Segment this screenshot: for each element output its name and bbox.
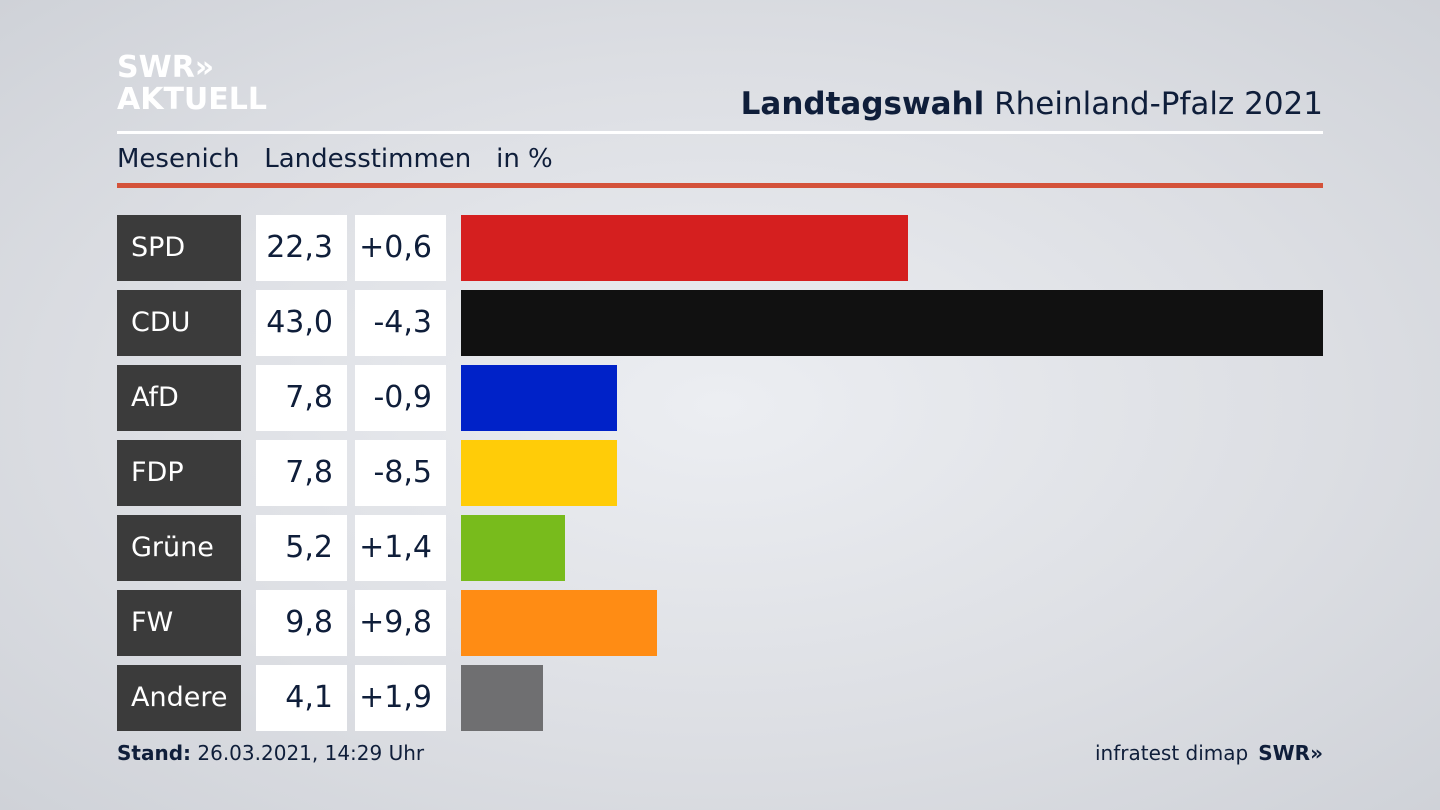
footer-stand: Stand: 26.03.2021, 14:29 Uhr	[117, 741, 424, 765]
footer-source: infratest dimap SWR»	[1095, 741, 1323, 765]
value-label: 22,3	[256, 215, 347, 281]
divider-red	[117, 183, 1323, 188]
party-label: CDU	[117, 290, 241, 356]
subtitle-place: Mesenich	[117, 144, 240, 174]
subtitle: Mesenich Landesstimmen in %	[117, 144, 553, 174]
title-bold: Landtagswahl	[740, 86, 985, 122]
diff-label: +1,9	[355, 665, 446, 731]
bar	[461, 365, 618, 431]
bar-row-cdu: CDU 43,0 -4,3	[0, 290, 1440, 356]
value-label: 9,8	[256, 590, 347, 656]
bar	[461, 215, 909, 281]
source-label: infratest dimap	[1095, 741, 1249, 765]
bar-row-spd: SPD 22,3 +0,6	[0, 215, 1440, 281]
bar-row-fdp: FDP 7,8 -8,5	[0, 440, 1440, 506]
divider-white	[117, 131, 1323, 134]
diff-label: +1,4	[355, 515, 446, 581]
bar	[461, 665, 544, 731]
swr-brand-logo: SWR»	[1258, 741, 1323, 765]
party-label: FW	[117, 590, 241, 656]
logo-line1: SWR»	[117, 50, 215, 85]
value-label: 43,0	[256, 290, 347, 356]
bar	[461, 290, 1323, 356]
subtitle-unit: in %	[496, 144, 553, 174]
diff-label: +0,6	[355, 215, 446, 281]
value-label: 7,8	[256, 365, 347, 431]
diff-label: +9,8	[355, 590, 446, 656]
party-label: Grüne	[117, 515, 241, 581]
diff-label: -0,9	[355, 365, 446, 431]
bar-row-fw: FW 9,8 +9,8	[0, 590, 1440, 656]
stand-label: Stand:	[117, 741, 192, 765]
value-label: 7,8	[256, 440, 347, 506]
party-label: Andere	[117, 665, 241, 731]
bar-row-andere: Andere 4,1 +1,9	[0, 665, 1440, 731]
bar-row-afd: AfD 7,8 -0,9	[0, 365, 1440, 431]
diff-label: -8,5	[355, 440, 446, 506]
bar	[461, 515, 566, 581]
subtitle-type: Landesstimmen	[264, 144, 472, 174]
title-rest: Rheinland-Pfalz 2021	[994, 86, 1323, 122]
logo-line2: AKTUELL	[117, 82, 268, 117]
party-label: SPD	[117, 215, 241, 281]
value-label: 4,1	[256, 665, 347, 731]
party-label: AfD	[117, 365, 241, 431]
party-label: FDP	[117, 440, 241, 506]
stand-value: 26.03.2021, 14:29 Uhr	[197, 741, 425, 765]
value-label: 5,2	[256, 515, 347, 581]
swr-aktuell-logo: SWR» AKTUELL	[117, 52, 267, 116]
bar	[461, 590, 658, 656]
diff-label: -4,3	[355, 290, 446, 356]
page-title: Landtagswahl Rheinland-Pfalz 2021	[741, 86, 1323, 122]
bar	[461, 440, 618, 506]
bar-row-grüne: Grüne 5,2 +1,4	[0, 515, 1440, 581]
